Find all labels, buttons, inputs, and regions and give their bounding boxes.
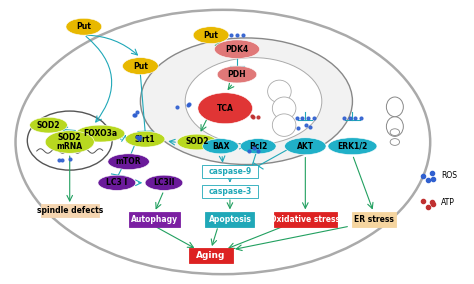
Ellipse shape [390, 129, 400, 135]
Ellipse shape [76, 125, 125, 142]
FancyBboxPatch shape [352, 212, 396, 227]
Text: FOXO3a: FOXO3a [83, 129, 118, 138]
Ellipse shape [45, 131, 94, 153]
Ellipse shape [185, 58, 322, 145]
Text: SOD2: SOD2 [37, 121, 60, 130]
Text: Bcl2: Bcl2 [249, 142, 267, 151]
Text: LC3II: LC3II [153, 178, 175, 187]
Ellipse shape [202, 139, 238, 154]
Ellipse shape [386, 97, 403, 117]
Text: LC3 I: LC3 I [106, 178, 128, 187]
Ellipse shape [140, 38, 353, 164]
FancyBboxPatch shape [205, 212, 255, 227]
Ellipse shape [66, 18, 102, 35]
Ellipse shape [273, 97, 296, 120]
Text: ER stress: ER stress [354, 215, 393, 224]
Text: ATP: ATP [441, 198, 455, 207]
Ellipse shape [122, 58, 158, 74]
Ellipse shape [386, 117, 403, 136]
Ellipse shape [177, 134, 217, 150]
Text: ERK1/2: ERK1/2 [337, 142, 367, 151]
FancyBboxPatch shape [40, 204, 99, 217]
Text: SOD2: SOD2 [185, 137, 209, 147]
Text: caspase-9: caspase-9 [208, 167, 252, 176]
Ellipse shape [108, 154, 149, 170]
Ellipse shape [268, 80, 291, 103]
Text: Autophagy: Autophagy [131, 215, 178, 224]
FancyBboxPatch shape [202, 185, 258, 198]
Ellipse shape [284, 138, 326, 155]
Ellipse shape [240, 139, 276, 154]
Ellipse shape [217, 66, 257, 83]
Text: caspase-3: caspase-3 [208, 187, 252, 196]
Ellipse shape [30, 117, 67, 133]
Text: BAX: BAX [212, 142, 229, 151]
Text: Put: Put [76, 22, 91, 31]
Ellipse shape [193, 27, 229, 43]
Text: Put: Put [133, 62, 148, 70]
Text: ROS: ROS [441, 171, 457, 180]
Text: Put: Put [204, 31, 219, 40]
Ellipse shape [328, 138, 377, 155]
Text: PDH: PDH [228, 70, 246, 79]
Ellipse shape [198, 93, 253, 124]
FancyBboxPatch shape [129, 212, 180, 227]
FancyBboxPatch shape [274, 212, 337, 227]
Text: spindle defects: spindle defects [36, 206, 103, 215]
Text: SOD2
mRNA: SOD2 mRNA [57, 133, 83, 151]
Text: Sirt1: Sirt1 [135, 135, 155, 144]
Ellipse shape [390, 139, 400, 145]
Ellipse shape [145, 175, 183, 190]
Text: PDK4: PDK4 [225, 45, 249, 54]
Text: Oxidative stress: Oxidative stress [270, 215, 340, 224]
Ellipse shape [16, 10, 430, 274]
Ellipse shape [98, 175, 136, 190]
Ellipse shape [214, 40, 260, 59]
Text: Apoptosis: Apoptosis [209, 215, 251, 224]
Text: TCA: TCA [217, 104, 234, 113]
Text: mTOR: mTOR [116, 157, 141, 166]
Text: Aging: Aging [196, 251, 226, 260]
Ellipse shape [273, 114, 296, 136]
Ellipse shape [27, 111, 112, 170]
FancyBboxPatch shape [202, 165, 258, 178]
Text: AKT: AKT [297, 142, 314, 151]
Ellipse shape [125, 131, 165, 147]
FancyBboxPatch shape [189, 248, 233, 264]
